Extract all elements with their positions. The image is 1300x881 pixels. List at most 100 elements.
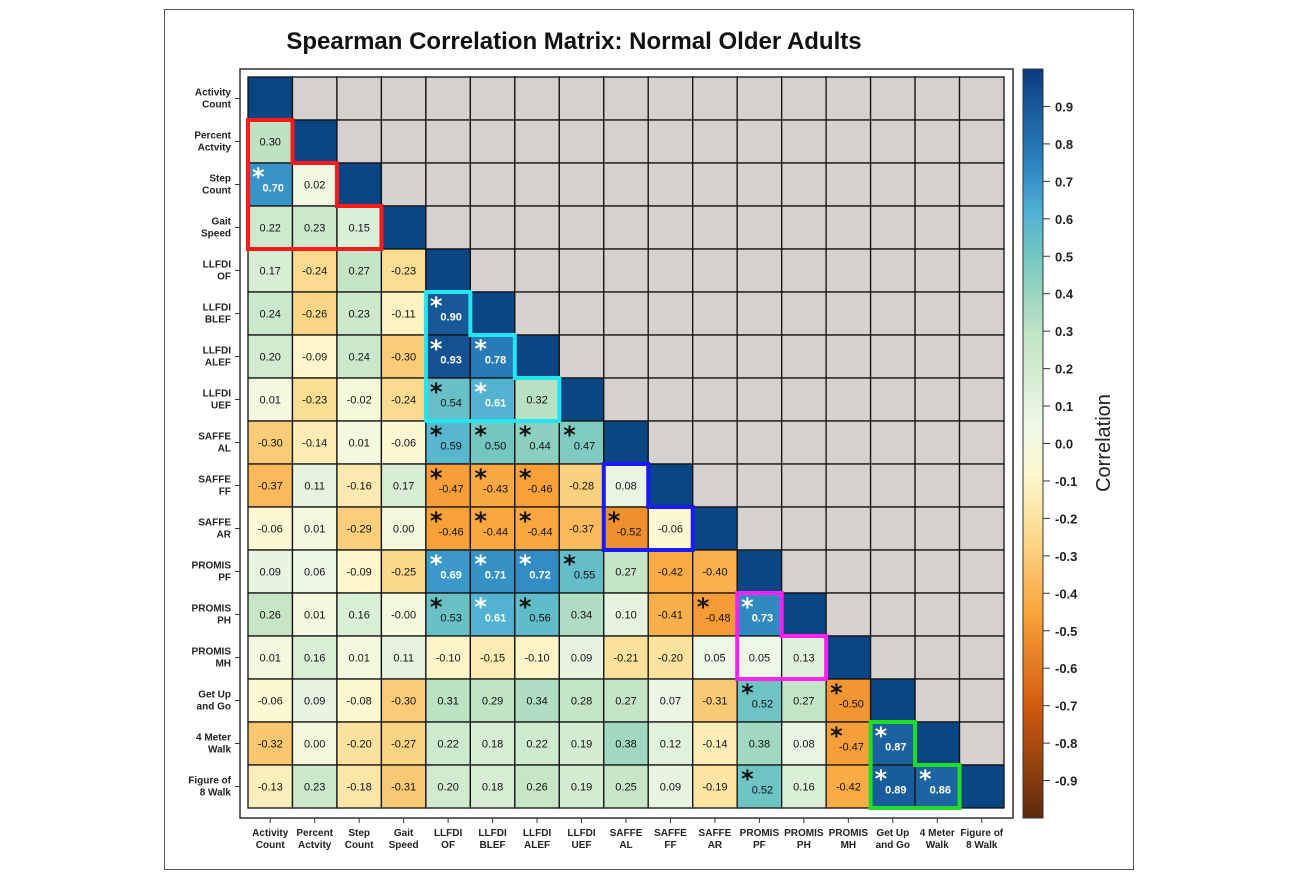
significance-star: *: [519, 464, 532, 492]
cell-value-label: -0.48: [705, 613, 730, 625]
cell-value-label: 0.20: [437, 782, 458, 794]
empty-cell: [825, 162, 872, 207]
cell-value-label: -0.24: [302, 266, 327, 278]
empty-cell: [914, 635, 961, 680]
significance-star: *: [474, 593, 487, 621]
cell-value-label: 0.69: [440, 570, 461, 582]
empty-cell: [647, 248, 694, 293]
cell-value-label: -0.16: [347, 481, 372, 493]
x-tick-label: and Go: [876, 840, 910, 851]
heatmap-cell: [558, 506, 605, 551]
heatmap-cell: [914, 764, 961, 809]
empty-cell: [469, 205, 516, 250]
heatmap-cell: [469, 463, 516, 508]
cell-value-label: 0.23: [348, 309, 369, 321]
cell-value-label: 0.06: [304, 567, 325, 579]
empty-cell: [469, 76, 516, 121]
empty-cell: [514, 248, 560, 293]
empty-cell: [692, 119, 738, 164]
cell-value-label: 0.29: [482, 696, 503, 708]
cell-value-label: 0.89: [885, 785, 906, 797]
cell-value-label: -0.13: [258, 782, 283, 794]
colorbar-tick-label: 0.7: [1055, 174, 1073, 189]
heatmap-cell: [469, 592, 516, 637]
cell-value-label: 0.18: [482, 782, 503, 794]
cell-value-label: 0.26: [260, 610, 281, 622]
cell-value-label: 0.09: [660, 782, 681, 794]
cell-value-label: -0.14: [702, 739, 727, 751]
empty-cell: [869, 549, 916, 594]
heatmap-cell: [336, 205, 383, 250]
cell-value-label: -0.10: [436, 653, 461, 665]
cell-value-label: 0.24: [260, 309, 281, 321]
empty-cell: [380, 162, 427, 207]
heatmap-cell: [469, 721, 516, 766]
y-tick-label: SAFFE: [198, 432, 231, 443]
x-tick-label: Get Up: [876, 828, 909, 839]
empty-cell: [558, 248, 605, 293]
cell-value-label: -0.37: [258, 481, 283, 493]
cell-value-label: -0.46: [528, 484, 553, 496]
cell-value-label: 0.86: [930, 785, 951, 797]
heatmap-cell: [380, 334, 427, 379]
empty-cell: [603, 205, 649, 250]
heatmap-cell: [736, 635, 783, 680]
heatmap-cell: [425, 678, 472, 723]
cell-value-label: -0.40: [702, 567, 727, 579]
x-tick-label: 4 Meter: [920, 828, 955, 839]
empty-cell: [736, 76, 783, 121]
heatmap-cell: [336, 592, 383, 637]
empty-cell: [825, 592, 872, 637]
empty-cell: [603, 377, 649, 422]
heatmap-cell: [425, 549, 472, 594]
empty-cell: [825, 205, 872, 250]
empty-cell: [780, 334, 827, 379]
colorbar-tick-label: -0.8: [1055, 736, 1077, 751]
empty-cell: [869, 76, 916, 121]
significance-star: *: [830, 722, 843, 750]
heatmap-cell: [692, 764, 738, 809]
colorbar-tick-label: 0.9: [1055, 99, 1073, 114]
y-tick-label: LLFDI: [203, 346, 232, 357]
empty-cell: [425, 76, 472, 121]
empty-cell: [958, 592, 1005, 637]
y-tick-label: PROMIS: [192, 604, 232, 615]
colorbar-ticks: 0.9 0.8 0.7 0.6 0.5 0.4 0.3 0.2 0.1 0.0 -0.1 -0.2 -0…: [1043, 99, 1078, 789]
y-tick-label: Percent: [194, 131, 231, 142]
heatmap-cell: [692, 678, 738, 723]
x-tick-label: Walk: [926, 840, 949, 851]
y-tick-label: Count: [202, 100, 232, 111]
empty-cell: [469, 162, 516, 207]
y-tick-label: AL: [218, 444, 231, 455]
cell-value-label: -0.23: [302, 395, 327, 407]
empty-cell: [425, 119, 472, 164]
empty-cell: [558, 119, 605, 164]
cell-value-label: -0.43: [483, 484, 508, 496]
empty-cell: [780, 506, 827, 551]
y-tick-label: PF: [218, 573, 231, 584]
cell-value-label: 0.07: [660, 696, 681, 708]
empty-cell: [736, 205, 783, 250]
cell-value-label: 0.01: [260, 395, 281, 407]
significance-star: *: [608, 507, 621, 535]
empty-cell: [692, 463, 738, 508]
empty-cell: [958, 291, 1005, 336]
x-tick-label: LLFDI: [434, 828, 463, 839]
diagonal-cell: [425, 248, 472, 293]
empty-cell: [869, 635, 916, 680]
y-tick-label: Count: [202, 186, 232, 197]
heatmap-cell: [736, 721, 783, 766]
cell-value-label: -0.24: [391, 395, 416, 407]
empty-cell: [736, 162, 783, 207]
empty-cell: [914, 506, 961, 551]
significance-star: *: [875, 765, 888, 793]
cell-value-label: 0.26: [526, 782, 547, 794]
empty-cell: [958, 506, 1005, 551]
cell-value-label: 0.05: [749, 653, 770, 665]
cell-value-label: 0.09: [304, 696, 325, 708]
cell-value-label: 0.13: [793, 653, 814, 665]
empty-cell: [558, 76, 605, 121]
x-tick-label: Step: [348, 828, 370, 839]
heatmap-cell: [336, 334, 383, 379]
x-tick-label: LLFDI: [523, 828, 552, 839]
